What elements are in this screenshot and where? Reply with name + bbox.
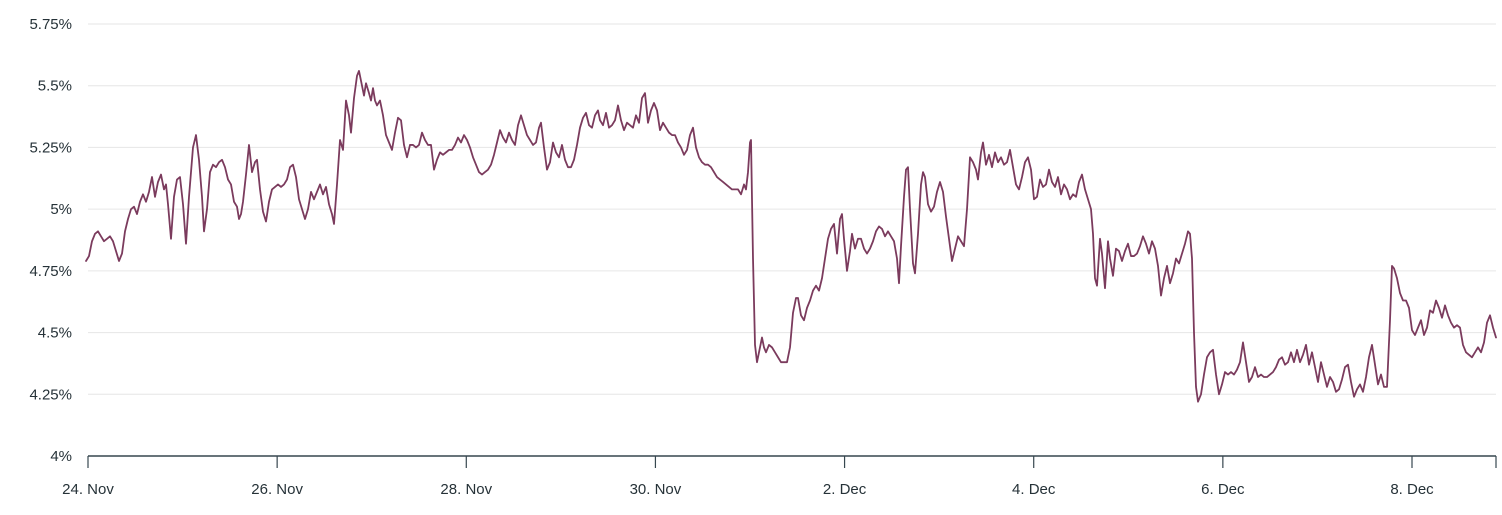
plot-area[interactable] (88, 14, 1496, 456)
y-axis-label: 4.5% (38, 325, 72, 342)
y-axis-label: 5.25% (29, 139, 72, 156)
y-axis-label: 5% (50, 201, 72, 218)
x-axis-label: 24. Nov (62, 481, 114, 498)
x-axis-label: 8. Dec (1390, 481, 1434, 498)
y-axis-label: 5.5% (38, 78, 72, 95)
x-axis-label: 2. Dec (823, 481, 867, 498)
series-line[interactable] (85, 70, 1497, 403)
x-axis-label: 26. Nov (251, 481, 303, 498)
x-axis-label: 28. Nov (440, 481, 492, 498)
y-axis-label: 4% (50, 448, 72, 465)
y-axis-label: 5.75% (29, 16, 72, 33)
x-axis-label: 6. Dec (1201, 481, 1245, 498)
y-axis-label: 4.75% (29, 263, 72, 280)
y-axis-label: 4.25% (29, 386, 72, 403)
x-axis-label: 4. Dec (1012, 481, 1056, 498)
x-axis-label: 30. Nov (630, 481, 682, 498)
